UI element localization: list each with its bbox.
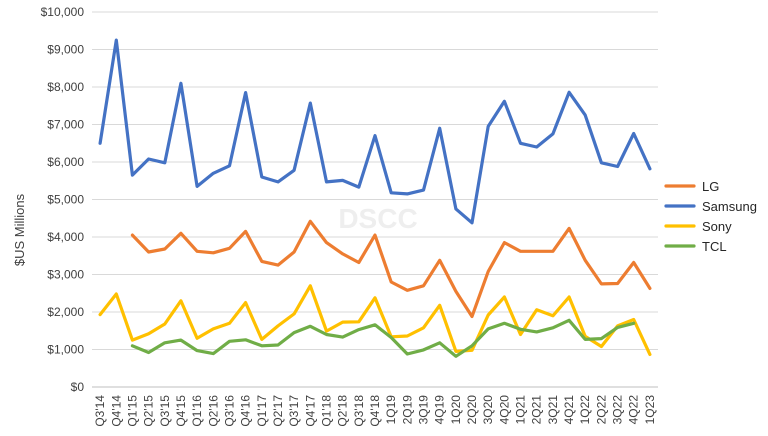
x-tick-label: Q4'18 (368, 395, 382, 427)
y-tick-label: $7,000 (47, 118, 84, 132)
x-tick-label: 2Q20 (465, 395, 479, 425)
y-tick-label: $4,000 (47, 230, 84, 244)
x-tick-label: 1Q20 (449, 395, 463, 425)
x-tick-label: 1Q22 (578, 395, 592, 425)
x-tick-label: Q2'15 (142, 395, 156, 427)
x-tick-label: 4Q19 (433, 395, 447, 425)
x-tick-label: Q4'17 (303, 395, 317, 427)
x-tick-label: 3Q21 (546, 395, 560, 425)
y-tick-label: $10,000 (41, 5, 85, 19)
y-tick-label: $1,000 (47, 343, 84, 357)
x-tick-label: Q3'14 (93, 395, 107, 427)
legend-label-lg: LG (702, 179, 719, 194)
x-axis-tick-labels: Q3'14 Q4'14 Q1'15 Q2'15 Q3'15 Q4'15 Q1'16 Q2'16… (93, 395, 657, 427)
x-tick-label: Q4'14 (109, 395, 123, 427)
y-tick-label: $2,000 (47, 305, 84, 319)
x-tick-label: Q2'18 (336, 395, 350, 427)
x-tick-label: 3Q20 (481, 395, 495, 425)
x-tick-label: 2Q21 (530, 395, 544, 425)
y-tick-label: $0 (71, 380, 85, 394)
y-axis-tick-labels: $0 $1,000 $2,000 $3,000 $4,000 $5,000 $6,000 $7… (41, 5, 85, 394)
gridlines (92, 11, 658, 388)
x-tick-label: Q3'15 (158, 395, 172, 427)
y-tick-label: $8,000 (47, 80, 84, 94)
legend-label-sony: Sony (702, 219, 732, 234)
x-tick-label: Q3'17 (287, 395, 301, 427)
x-tick-label: 1Q21 (514, 395, 528, 425)
x-tick-label: Q1'16 (190, 395, 204, 427)
y-axis-title: $US Millions (12, 193, 27, 266)
x-tick-label: Q1'18 (319, 395, 333, 427)
legend-label-samsung: Samsung (702, 199, 757, 214)
x-tick-label: 1Q19 (384, 395, 398, 425)
x-tick-label: Q3'18 (352, 395, 366, 427)
x-tick-label: Q4'16 (239, 395, 253, 427)
y-tick-label: $5,000 (47, 193, 84, 207)
x-tick-label: 4Q21 (562, 395, 576, 425)
x-tick-label: Q2'17 (271, 395, 285, 427)
legend: LG Samsung Sony TCL (664, 179, 757, 254)
x-tick-label: 3Q19 (417, 395, 431, 425)
y-tick-label: $6,000 (47, 155, 84, 169)
x-tick-label: 2Q22 (594, 395, 608, 425)
y-tick-label: $9,000 (47, 43, 84, 57)
x-tick-label: Q2'16 (206, 395, 220, 427)
x-tick-label: 2Q19 (400, 395, 414, 425)
x-tick-label: Q3'16 (222, 395, 236, 427)
y-tick-label: $3,000 (47, 268, 84, 282)
series-lines (98, 38, 652, 358)
series-line-lg (130, 219, 652, 319)
x-tick-label: Q1'17 (255, 395, 269, 427)
x-tick-label: 1Q23 (643, 395, 657, 425)
series-line-tcl (130, 318, 636, 358)
x-tick-label: Q1'15 (125, 395, 139, 427)
x-tick-label: Q4'15 (174, 395, 188, 427)
x-tick-label: 4Q20 (497, 395, 511, 425)
x-tick-label: 3Q22 (611, 395, 625, 425)
watermark-logo: DSCC (338, 203, 417, 234)
x-tick-label: 4Q22 (627, 395, 641, 425)
series-line-samsung (98, 38, 652, 225)
series-line-sony (98, 284, 652, 356)
legend-label-tcl: TCL (702, 239, 727, 254)
